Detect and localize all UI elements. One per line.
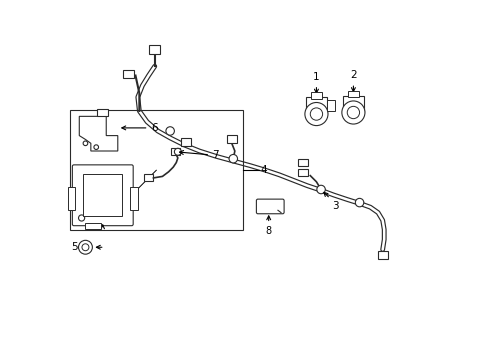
Circle shape: [94, 145, 99, 149]
Circle shape: [79, 215, 84, 221]
Bar: [97, 109, 107, 116]
FancyBboxPatch shape: [256, 199, 284, 214]
Bar: [130, 187, 138, 210]
Text: 2: 2: [349, 70, 356, 80]
Bar: [310, 93, 321, 99]
Bar: [326, 100, 334, 111]
Bar: [123, 70, 134, 78]
Circle shape: [305, 103, 327, 126]
Bar: [68, 187, 75, 210]
Text: 7: 7: [212, 150, 219, 160]
Circle shape: [228, 154, 237, 163]
Circle shape: [310, 108, 322, 120]
Circle shape: [355, 198, 363, 207]
Text: 5: 5: [71, 242, 78, 252]
Circle shape: [341, 101, 364, 124]
Bar: [297, 159, 307, 166]
Circle shape: [316, 185, 325, 194]
Bar: [144, 175, 153, 181]
Bar: [70, 110, 243, 230]
Text: 8: 8: [265, 226, 271, 237]
Text: 1: 1: [312, 72, 319, 82]
Bar: [85, 222, 101, 229]
Bar: [83, 174, 122, 216]
Circle shape: [165, 127, 174, 135]
Polygon shape: [79, 116, 118, 151]
Text: 6: 6: [151, 123, 157, 133]
Text: 3: 3: [332, 201, 339, 211]
Text: 4: 4: [260, 165, 266, 175]
Circle shape: [346, 106, 359, 119]
Bar: [377, 251, 387, 259]
Circle shape: [174, 148, 181, 155]
Circle shape: [83, 141, 87, 145]
Circle shape: [82, 244, 89, 251]
Bar: [171, 148, 180, 155]
Bar: [149, 45, 160, 54]
FancyBboxPatch shape: [72, 165, 133, 226]
Bar: [226, 135, 236, 143]
Bar: [305, 97, 326, 114]
Circle shape: [79, 240, 92, 254]
Bar: [297, 169, 307, 176]
Bar: [347, 91, 358, 97]
Bar: [180, 138, 190, 145]
Bar: [342, 95, 364, 112]
